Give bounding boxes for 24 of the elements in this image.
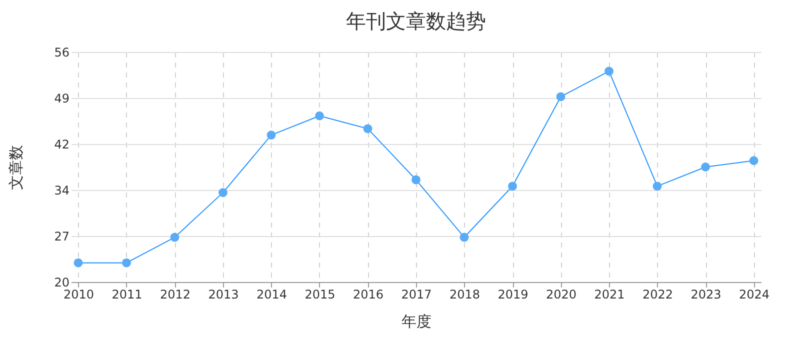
x-tick-label: 2015 bbox=[304, 288, 336, 302]
y-tick-label: 56 bbox=[54, 46, 70, 60]
x-tick-label: 2017 bbox=[401, 288, 432, 302]
x-tick-label: 2020 bbox=[546, 288, 577, 302]
x-tick-label: 2012 bbox=[160, 288, 191, 302]
chart-title: 年刊文章数趋势 bbox=[346, 9, 486, 33]
x-tick-label: 2019 bbox=[498, 288, 528, 302]
x-tick-label: 2013 bbox=[208, 288, 239, 302]
y-tick-label: 49 bbox=[54, 92, 70, 106]
x-tick-label: 2024 bbox=[738, 288, 770, 302]
x-tick-label: 2010 bbox=[63, 288, 94, 302]
x-tick-label: 2023 bbox=[690, 288, 722, 302]
x-tick-label: 2014 bbox=[256, 288, 288, 302]
y-tick-label: 20 bbox=[54, 276, 70, 290]
y-tick-label: 27 bbox=[54, 230, 70, 244]
x-tick-label: 2018 bbox=[449, 288, 480, 302]
x-tick-label: 2011 bbox=[112, 288, 142, 302]
x-tick-label: 2016 bbox=[352, 288, 384, 302]
x-tick-label: 2022 bbox=[642, 288, 674, 302]
x-axis-title: 年度 bbox=[402, 312, 432, 330]
x-tick-label: 2021 bbox=[594, 288, 625, 302]
y-tick-label: 42 bbox=[54, 138, 70, 152]
y-axis-title: 文章数 bbox=[7, 145, 26, 190]
y-tick-label: 34 bbox=[54, 184, 70, 198]
